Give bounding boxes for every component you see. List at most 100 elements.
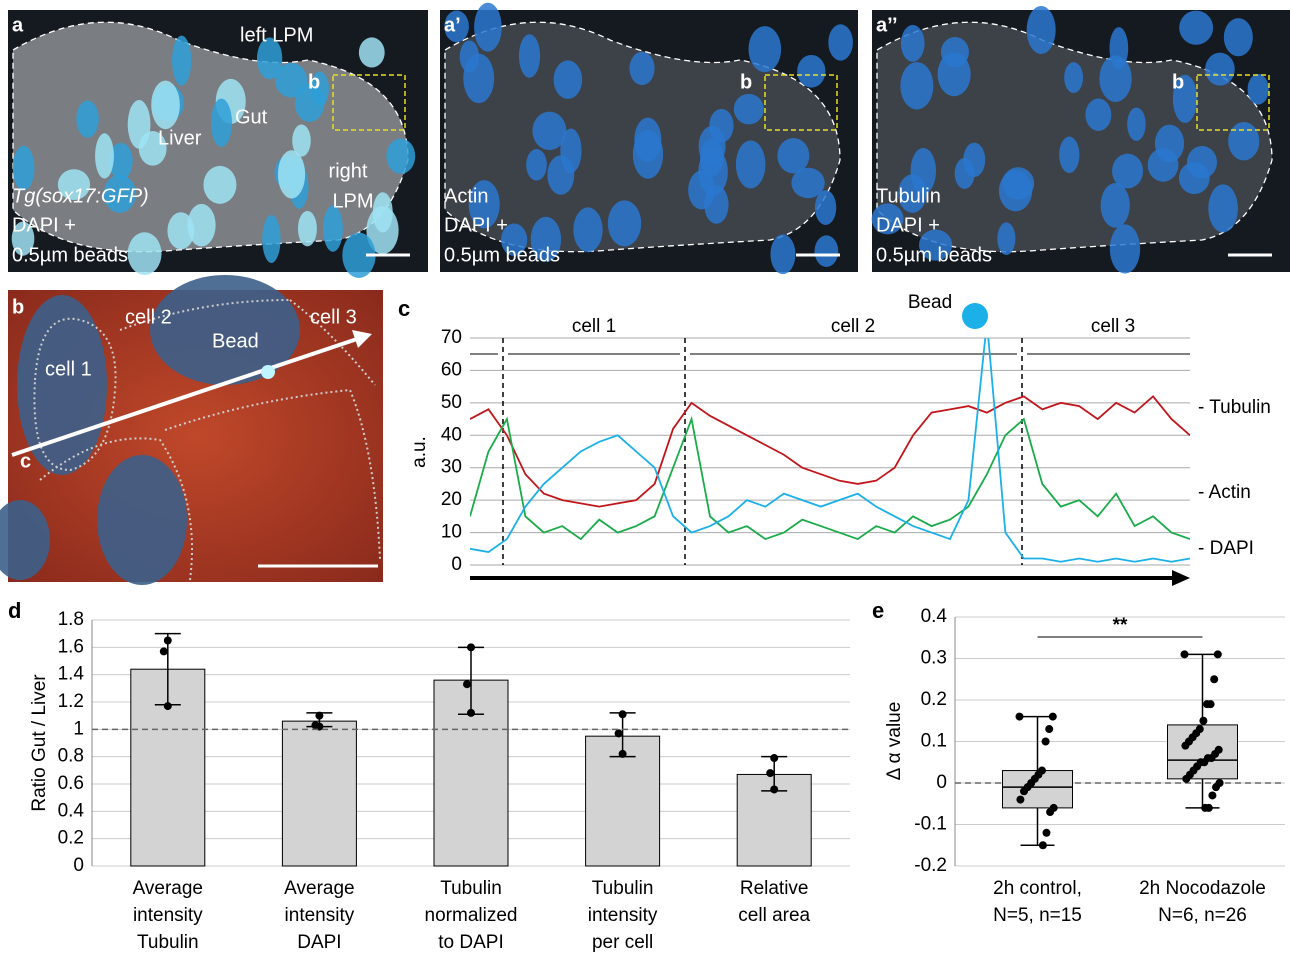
x-tick-label: to DAPI bbox=[438, 932, 503, 953]
data-point bbox=[467, 643, 475, 651]
inset-label: b bbox=[1172, 71, 1184, 93]
panel-label: d bbox=[8, 598, 21, 623]
panel-label: a’ bbox=[444, 14, 461, 36]
nucleus bbox=[1112, 154, 1143, 189]
y-tick-label: 0.1 bbox=[921, 731, 947, 752]
y-tick-label: -0.2 bbox=[914, 855, 947, 876]
nucleus bbox=[463, 54, 494, 103]
data-point bbox=[1181, 742, 1189, 750]
region-label: right bbox=[329, 160, 368, 182]
figure: abTg(sox17:GFP)DAPI +0.5µm beadsleft LPM… bbox=[0, 0, 1290, 956]
nucleus bbox=[1109, 27, 1128, 69]
y-axis-label: Ratio Gut / Liver bbox=[29, 674, 50, 812]
nucleus bbox=[999, 170, 1032, 211]
y-tick-label: 0 bbox=[73, 855, 84, 876]
data-point bbox=[1046, 808, 1054, 816]
x-tick-label: N=5, n=15 bbox=[993, 905, 1082, 926]
plot bbox=[470, 322, 1190, 562]
x-tick-label: Tubulin bbox=[592, 878, 654, 899]
y-tick-label: 0.3 bbox=[921, 648, 947, 669]
data-point bbox=[1210, 675, 1218, 683]
data-point bbox=[1039, 841, 1047, 849]
x-tick-label: Tubulin bbox=[440, 878, 502, 899]
y-tick-label: 0.2 bbox=[58, 828, 84, 849]
nucleus bbox=[734, 94, 764, 125]
nucleus bbox=[474, 3, 502, 52]
nucleus bbox=[901, 25, 925, 62]
channel-label: 0.5µm beads bbox=[444, 244, 560, 266]
y-tick-label: 50 bbox=[441, 392, 462, 413]
y-axis-label: Δ α value bbox=[884, 702, 905, 781]
y-tick-label: 10 bbox=[441, 522, 462, 543]
nucleus bbox=[76, 100, 99, 137]
data-point bbox=[1214, 650, 1222, 658]
nucleus bbox=[554, 60, 583, 99]
nucleus bbox=[211, 99, 232, 147]
x-tick-label: intensity bbox=[133, 905, 203, 926]
panel-label: a bbox=[12, 14, 24, 36]
y-tick-label: 1.6 bbox=[58, 636, 84, 657]
y-tick-label: 40 bbox=[441, 424, 462, 445]
arrowhead bbox=[1172, 570, 1190, 586]
data-point bbox=[1042, 738, 1050, 746]
channel-label: DAPI + bbox=[444, 214, 508, 236]
x-tick-label: Relative bbox=[740, 878, 809, 899]
nucleus bbox=[777, 138, 809, 173]
bead bbox=[261, 365, 275, 379]
data-point bbox=[164, 702, 172, 710]
nucleus bbox=[1059, 137, 1079, 173]
annotation: Bead bbox=[908, 292, 952, 313]
data-point bbox=[1182, 775, 1190, 783]
line-label: c bbox=[20, 450, 31, 472]
nucleus bbox=[748, 26, 781, 72]
region-label: Liver bbox=[158, 127, 202, 149]
region-label: cell 1 bbox=[45, 358, 92, 380]
y-tick-label: 1.2 bbox=[58, 691, 84, 712]
nucleus bbox=[815, 235, 839, 267]
x-tick-label: Average bbox=[133, 878, 203, 899]
data-point bbox=[619, 750, 627, 758]
nucleus bbox=[298, 211, 317, 246]
nucleus bbox=[1228, 122, 1259, 160]
data-point bbox=[467, 709, 475, 717]
nucleus bbox=[1027, 6, 1056, 54]
legend-label: - DAPI bbox=[1198, 538, 1254, 559]
nucleus bbox=[1085, 99, 1111, 131]
nucleus bbox=[1224, 18, 1253, 56]
nucleus bbox=[1127, 107, 1146, 140]
significance: ** bbox=[1113, 615, 1128, 636]
channel-label: DAPI + bbox=[12, 214, 76, 236]
channel-label: 0.5µm beads bbox=[876, 244, 992, 266]
nucleus bbox=[386, 138, 415, 173]
x-tick-label: Tubulin bbox=[137, 932, 199, 953]
legend-label: - Actin bbox=[1198, 482, 1251, 503]
x-tick-label: normalized bbox=[425, 905, 518, 926]
nucleus bbox=[688, 171, 715, 210]
data-point bbox=[1049, 713, 1057, 721]
data-point bbox=[1203, 700, 1211, 708]
data-point bbox=[1016, 796, 1024, 804]
x-tick-label: cell area bbox=[738, 905, 810, 926]
panel-label: c bbox=[398, 296, 410, 321]
nucleus bbox=[941, 37, 969, 67]
x-tick-label: intensity bbox=[285, 905, 355, 926]
panel-label: e bbox=[872, 598, 884, 623]
nucleus bbox=[167, 212, 194, 249]
data-point bbox=[463, 680, 471, 688]
data-point bbox=[1212, 783, 1220, 791]
nucleus bbox=[278, 150, 305, 198]
y-tick-label: 30 bbox=[441, 457, 462, 478]
y-tick-label: 1.8 bbox=[58, 609, 84, 630]
data-point bbox=[619, 710, 627, 718]
data-point bbox=[160, 647, 168, 655]
nucleus bbox=[900, 62, 933, 109]
nucleus bbox=[95, 133, 114, 178]
data-point bbox=[164, 637, 172, 645]
nucleus bbox=[815, 190, 836, 225]
nucleus bbox=[1179, 162, 1210, 194]
data-point bbox=[1020, 787, 1028, 795]
nucleus bbox=[323, 205, 343, 251]
